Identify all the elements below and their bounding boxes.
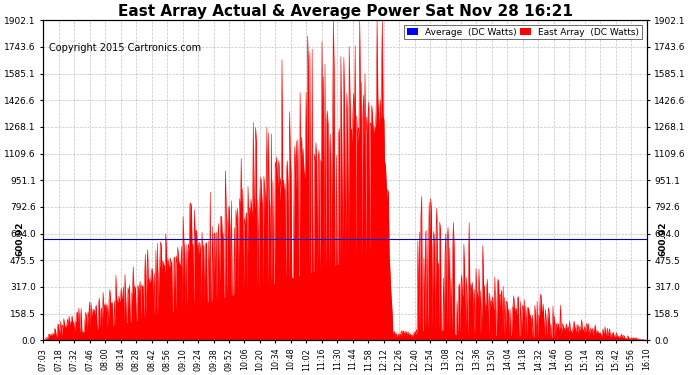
- Legend: Average  (DC Watts), East Array  (DC Watts): Average (DC Watts), East Array (DC Watts…: [404, 25, 642, 39]
- Text: Copyright 2015 Cartronics.com: Copyright 2015 Cartronics.com: [50, 43, 201, 53]
- Text: 600.92: 600.92: [16, 222, 25, 256]
- Title: East Array Actual & Average Power Sat Nov 28 16:21: East Array Actual & Average Power Sat No…: [117, 4, 573, 19]
- Text: 600.92: 600.92: [659, 222, 668, 256]
